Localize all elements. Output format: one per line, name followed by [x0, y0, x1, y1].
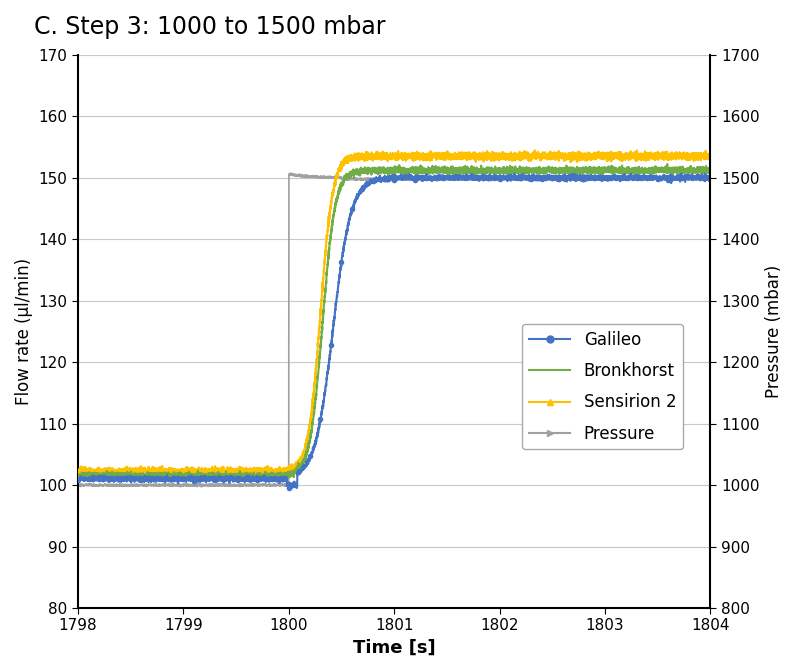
Galileo: [357, 188, 366, 196]
Galileo: [227, 472, 236, 480]
Text: C. Step 3: 1000 to 1500 mbar: C. Step 3: 1000 to 1500 mbar: [34, 15, 385, 39]
Sensirion 2: [227, 468, 236, 476]
Bronkhorst: [705, 169, 715, 177]
Pressure: [312, 173, 322, 181]
Sensirion 2: [259, 474, 268, 482]
Y-axis label: Flow rate (μl/min): Flow rate (μl/min): [15, 258, 33, 405]
Bronkhorst: [701, 167, 710, 175]
Pressure: [701, 175, 710, 183]
Galileo: [286, 485, 296, 493]
Pressure: [197, 483, 207, 491]
Bronkhorst: [227, 472, 236, 480]
Line: Bronkhorst: Bronkhorst: [78, 164, 710, 480]
Sensirion 2: [312, 360, 322, 368]
Bronkhorst: [357, 166, 366, 174]
Pressure: [286, 169, 296, 177]
Pressure: [223, 482, 233, 490]
Galileo: [223, 476, 233, 484]
Sensirion 2: [220, 468, 230, 476]
Galileo: [312, 434, 322, 442]
Bronkhorst: [163, 476, 172, 485]
Galileo: [510, 169, 519, 177]
Bronkhorst: [220, 474, 230, 482]
Galileo: [73, 474, 83, 482]
Line: Pressure: Pressure: [78, 173, 710, 487]
Bronkhorst: [73, 472, 83, 480]
Pressure: [705, 175, 715, 183]
Pressure: [357, 175, 366, 183]
Galileo: [701, 173, 710, 181]
Legend: Galileo, Bronkhorst, Sensirion 2, Pressure: Galileo, Bronkhorst, Sensirion 2, Pressu…: [522, 324, 683, 450]
Sensirion 2: [73, 468, 83, 476]
Sensirion 2: [223, 465, 233, 473]
Sensirion 2: [530, 146, 539, 155]
Galileo: [705, 175, 715, 183]
Sensirion 2: [357, 150, 366, 158]
Pressure: [73, 480, 83, 489]
Pressure: [227, 481, 236, 489]
Sensirion 2: [705, 152, 715, 160]
Galileo: [220, 474, 230, 482]
X-axis label: Time [s]: Time [s]: [353, 639, 436, 657]
Pressure: [220, 481, 230, 489]
Y-axis label: Pressure (mbar): Pressure (mbar): [765, 265, 783, 398]
Bronkhorst: [312, 387, 322, 395]
Bronkhorst: [223, 471, 233, 479]
Sensirion 2: [701, 149, 710, 157]
Line: Galileo: Galileo: [78, 173, 710, 489]
Line: Sensirion 2: Sensirion 2: [78, 151, 710, 478]
Bronkhorst: [662, 160, 672, 168]
